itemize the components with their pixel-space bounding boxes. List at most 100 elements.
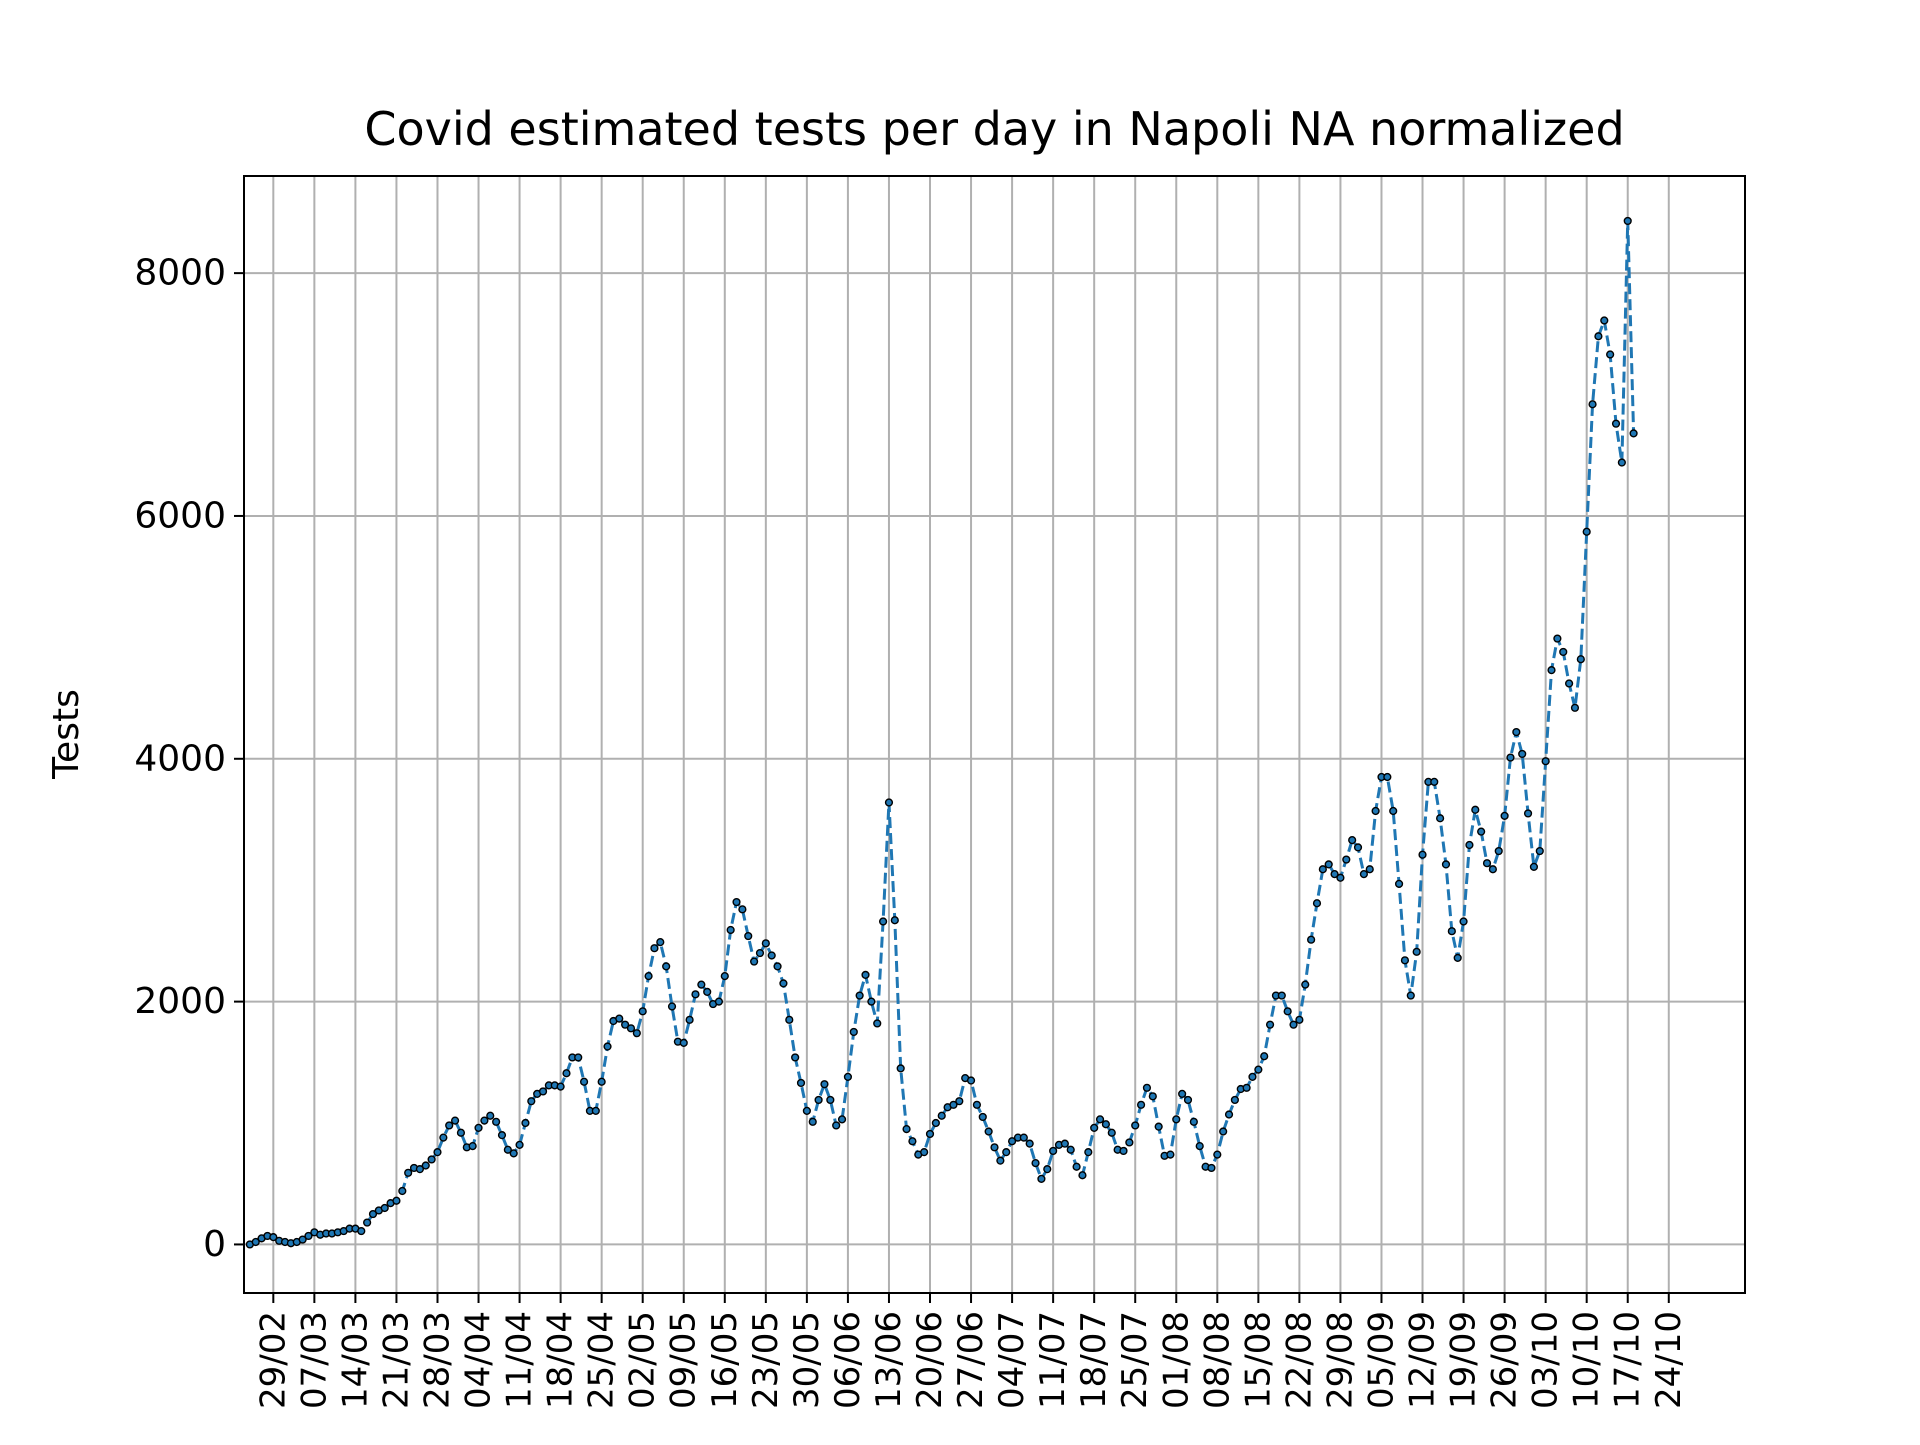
data-point — [1043, 1165, 1052, 1174]
data-point — [955, 1097, 964, 1106]
data-point — [1312, 899, 1322, 908]
data-point — [873, 1019, 882, 1028]
data-point — [1588, 400, 1597, 409]
data-point — [521, 1118, 530, 1128]
x-tick-label: 06/06 — [828, 1311, 868, 1409]
data-point — [1430, 777, 1439, 786]
x-tick-label: 28/03 — [417, 1311, 457, 1409]
data-point — [574, 1053, 583, 1062]
data-point — [1172, 1115, 1181, 1124]
data-point — [1523, 809, 1533, 818]
data-point — [1002, 1148, 1011, 1157]
data-point — [732, 897, 741, 907]
data-point — [1154, 1122, 1163, 1131]
x-tick-label: 26/09 — [1485, 1311, 1525, 1409]
data-point — [1576, 655, 1585, 664]
data-point — [949, 1100, 958, 1109]
x-tick-label: 16/05 — [705, 1311, 745, 1409]
data-point — [1095, 1115, 1105, 1124]
data-point — [996, 1156, 1005, 1165]
data-point — [638, 1007, 647, 1016]
data-point — [439, 1133, 448, 1142]
data-point — [445, 1121, 454, 1130]
data-point — [1213, 1150, 1222, 1159]
data-point — [726, 925, 735, 935]
x-tick-label: 08/08 — [1197, 1311, 1237, 1409]
data-point — [368, 1209, 378, 1219]
data-point — [1365, 865, 1374, 874]
data-point — [1400, 956, 1410, 965]
data-point — [1529, 862, 1539, 871]
y-tick-label: 0 — [203, 1224, 226, 1265]
data-point — [902, 1124, 911, 1134]
data-point — [867, 997, 876, 1006]
data-point — [1418, 850, 1427, 859]
x-tick-label: 11/04 — [500, 1311, 540, 1409]
data-point — [1512, 727, 1521, 737]
data-point — [509, 1149, 518, 1158]
data-point — [750, 957, 759, 966]
data-point — [1230, 1095, 1239, 1105]
data-point — [1219, 1127, 1228, 1136]
data-point — [1570, 703, 1580, 712]
data-point — [1136, 1100, 1146, 1109]
data-point — [1389, 806, 1398, 816]
data-point — [562, 1069, 571, 1078]
data-point — [603, 1042, 612, 1051]
data-point — [1189, 1117, 1198, 1126]
data-point — [843, 1072, 853, 1081]
data-point — [450, 1116, 460, 1125]
data-point — [1342, 855, 1351, 864]
data-point — [1242, 1083, 1251, 1092]
data-point — [849, 1027, 858, 1037]
x-tick-label: 14/03 — [335, 1311, 375, 1409]
data-point — [1506, 753, 1515, 762]
data-point — [1353, 843, 1363, 852]
data-point — [685, 1015, 694, 1024]
data-point — [1471, 805, 1480, 814]
data-point — [503, 1145, 512, 1154]
data-point — [1600, 316, 1609, 325]
data-point — [1406, 991, 1415, 1000]
x-tick-label: 15/08 — [1238, 1311, 1278, 1409]
x-tick-label: 01/08 — [1156, 1311, 1196, 1409]
data-point — [621, 1020, 630, 1029]
data-point — [1301, 980, 1310, 989]
chart-title: Covid estimated tests per day in Napoli … — [364, 102, 1624, 156]
data-point — [720, 972, 729, 981]
data-point — [298, 1235, 307, 1244]
data-point — [925, 1129, 935, 1139]
data-point — [837, 1115, 847, 1124]
data-point — [363, 1218, 372, 1227]
data-point — [1060, 1139, 1069, 1148]
data-point — [1477, 827, 1486, 836]
x-tick-label: 04/07 — [992, 1311, 1032, 1409]
data-point — [1582, 527, 1591, 536]
y-axis-label: Tests — [46, 689, 87, 780]
data-point — [427, 1155, 436, 1164]
x-tick-label: 21/03 — [376, 1311, 416, 1409]
x-tick-label: 19/09 — [1444, 1311, 1484, 1409]
x-tick-label: 07/03 — [294, 1311, 334, 1409]
data-point — [398, 1186, 407, 1196]
data-point — [978, 1112, 987, 1122]
data-point — [1324, 860, 1333, 869]
x-tick-label: 18/07 — [1074, 1311, 1114, 1409]
x-tick-label: 10/10 — [1567, 1311, 1607, 1409]
data-point — [1025, 1139, 1034, 1148]
data-point — [1295, 1015, 1304, 1024]
x-tick-label: 20/06 — [910, 1311, 950, 1409]
x-tick-label: 29/02 — [253, 1311, 293, 1409]
data-point — [1072, 1162, 1081, 1171]
data-point — [433, 1148, 442, 1157]
data-point — [1617, 458, 1626, 467]
data-point — [1336, 873, 1345, 882]
data-point — [1090, 1123, 1099, 1132]
x-tick-label: 11/07 — [1033, 1311, 1073, 1409]
x-tick-label: 29/08 — [1320, 1311, 1360, 1409]
data-point — [773, 962, 782, 971]
data-point — [744, 931, 753, 941]
data-point — [474, 1123, 483, 1132]
data-point — [404, 1168, 413, 1177]
